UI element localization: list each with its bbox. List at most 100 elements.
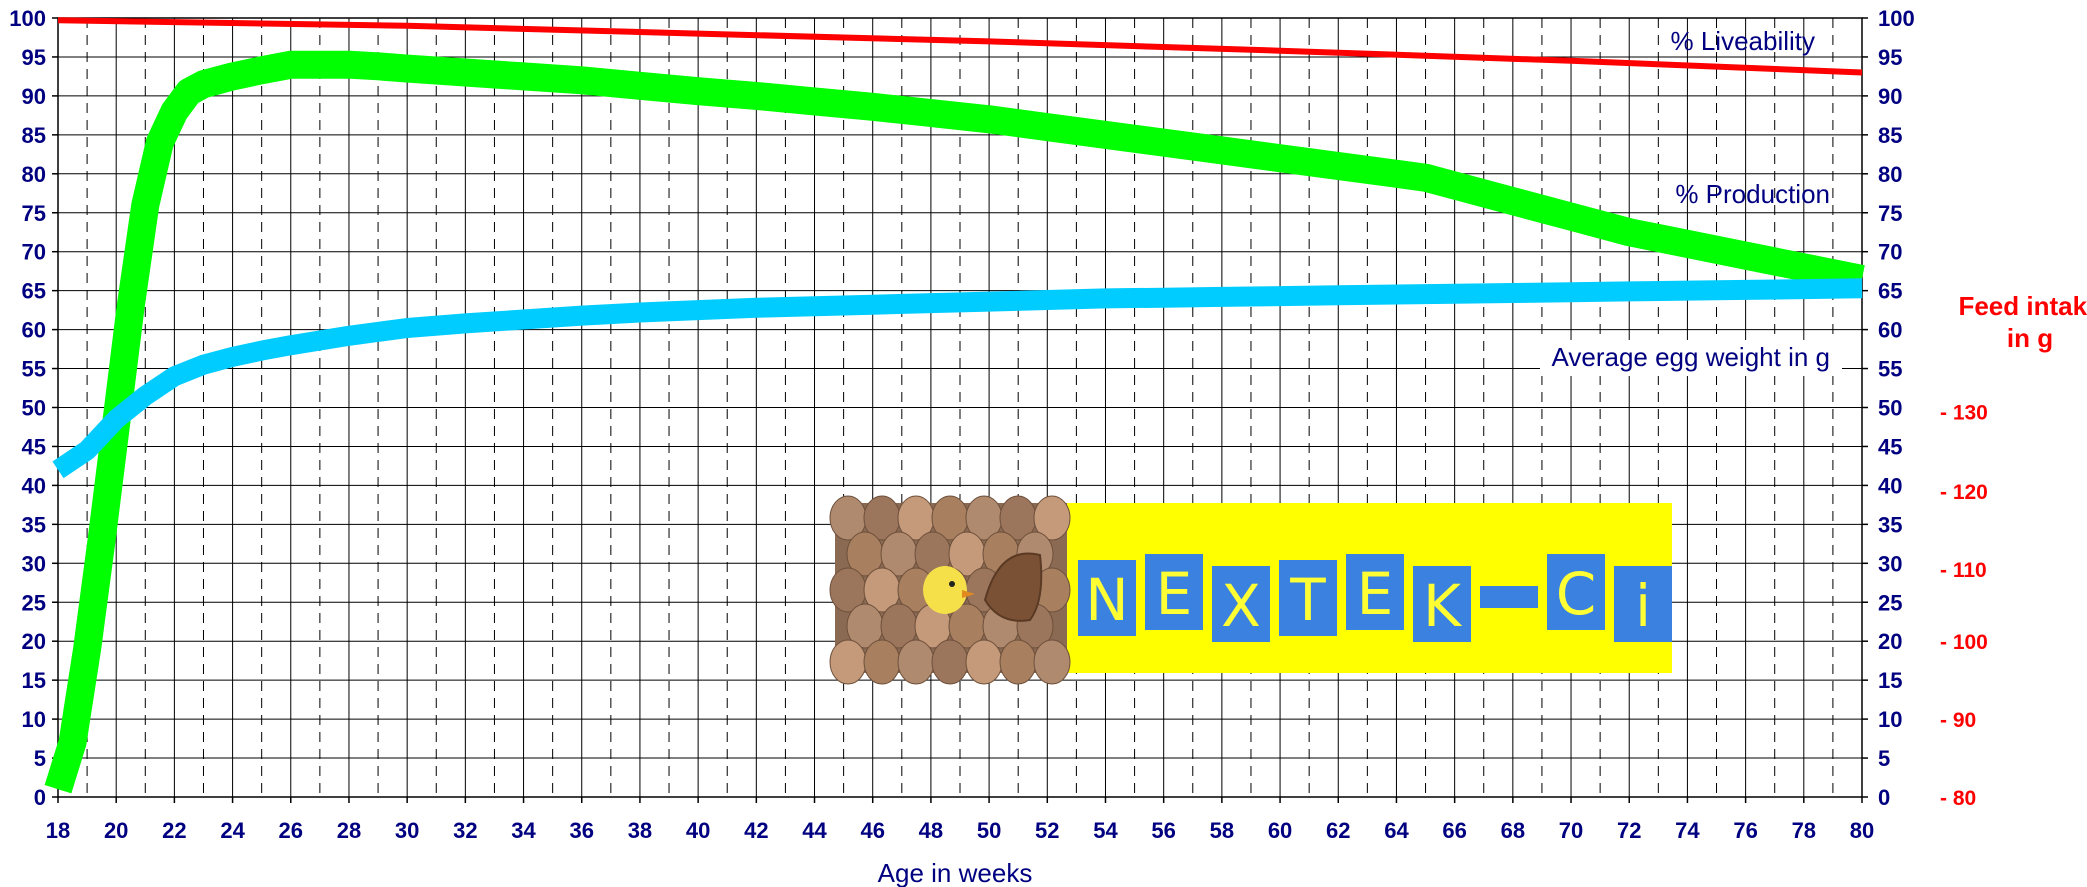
x-tick-label: 38 [628,818,652,843]
x-tick-label: 46 [860,818,884,843]
x-tick-label: 34 [511,818,536,843]
x-tick-label: 32 [453,818,477,843]
y-tick-label: 85 [22,123,46,148]
egg [1033,639,1071,685]
y2-tick-label: 35 [1878,512,1902,537]
egg [829,639,867,685]
x-tick-label: 22 [162,818,186,843]
y-tick-label: 0 [34,785,46,810]
liveability-label: % Liveability [1670,26,1815,56]
logo-letter: N [1085,566,1128,634]
y-tick-label: 20 [22,629,46,654]
egg [897,639,935,685]
feed-intake-title-line1: Feed intake [1958,291,2087,321]
logo-tile [1078,560,1136,636]
logo-tile [1547,554,1605,630]
logo-tile [1279,560,1337,636]
logo-letter: E [1357,560,1394,628]
x-tick-label: 30 [395,818,419,843]
y2-tick-label: 15 [1878,668,1902,693]
logo-tile [1212,566,1270,642]
y-tick-label: 100 [9,6,46,31]
y-axis-left: 0 5 10 15 20 25 30 35 40 45 50 55 60 65 70 75 80 85 90 95 10… [9,6,58,810]
egg [863,639,901,685]
y-tick-label: 60 [22,318,46,343]
feed-tick-label: - 90 [1940,709,1976,732]
logo-letter: E [1156,560,1193,628]
y-tick-label: 40 [22,473,46,498]
y2-tick-label: 100 [1878,6,1915,31]
y-tick-label: 10 [22,707,46,732]
y-axis-right: 0 5 10 15 20 25 30 35 40 45 50 55 60 65 70 75 80 85 90 95 10… [1862,6,1915,810]
y2-tick-label: 95 [1878,45,1902,70]
egg [965,639,1003,685]
x-tick-label: 78 [1792,818,1816,843]
series-lines [44,17,1865,794]
x-tick-label: 28 [337,818,361,843]
x-tick-label: 66 [1442,818,1466,843]
x-tick-label: 40 [686,818,710,843]
x-tick-label: 36 [569,818,593,843]
y2-tick-label: 75 [1878,201,1902,226]
x-tick-label: 60 [1268,818,1292,843]
feed-tick-label: - 110 [1940,559,1987,582]
x-tick-label: 52 [1035,818,1059,843]
x-tick-label: 48 [919,818,943,843]
x-tick-label: 70 [1559,818,1583,843]
y2-tick-label: 10 [1878,707,1902,732]
y2-tick-label: 5 [1878,746,1890,771]
x-tick-label: 44 [802,818,827,843]
x-tick-label: 68 [1501,818,1525,843]
feed-intake-axis: - 80 - 90 - 100 - 110 - 120 - 130 [1940,401,1988,810]
egg-weight-line [52,278,1863,479]
egg [999,639,1037,685]
y2-tick-label: 55 [1878,357,1902,382]
y-tick-label: 95 [22,45,46,70]
y-tick-label: 55 [22,357,46,382]
feed-tick-label: - 80 [1940,787,1976,810]
y-tick-label: 45 [22,434,46,459]
y2-tick-label: 30 [1878,551,1902,576]
production-line [44,50,1865,794]
logo-tile [1614,566,1672,642]
x-axis: 18 20 22 24 26 28 30 32 34 36 38 40 42 44 46 48 50 52 54 56… [46,797,1874,843]
logo-tile [1413,566,1471,642]
x-tick-label: 20 [104,818,128,843]
y2-tick-label: 60 [1878,318,1902,343]
x-tick-label: 24 [220,818,245,843]
eggs-pattern [829,495,1071,685]
logo-letter: X [1221,572,1261,640]
y-tick-label: 90 [22,84,46,109]
y2-tick-label: 85 [1878,123,1902,148]
x-tick-label: 58 [1210,818,1234,843]
y-tick-label: 15 [22,668,46,693]
x-tick-label: 42 [744,818,768,843]
logo-letter: i [1635,572,1651,640]
liveability-line [57,17,1863,76]
y2-tick-label: 90 [1878,84,1902,109]
y-tick-label: 70 [22,240,46,265]
x-tick-label: 56 [1151,818,1175,843]
x-tick-label: 18 [46,818,70,843]
production-label: % Production [1675,179,1830,209]
y-tick-label: 50 [22,396,46,421]
y2-tick-label: 50 [1878,396,1902,421]
y-tick-label: 25 [22,590,46,615]
y2-tick-label: 20 [1878,629,1902,654]
x-tick-label: 72 [1617,818,1641,843]
egg-weight-label-bg [1540,340,1842,376]
y-tick-label: 65 [22,279,46,304]
y2-tick-label: 80 [1878,162,1902,187]
y2-tick-label: 25 [1878,590,1902,615]
y-tick-label: 75 [22,201,46,226]
y2-tick-label: 65 [1878,279,1902,304]
x-tick-label: 26 [279,818,303,843]
logo-letter: K [1423,572,1463,640]
y2-tick-label: 45 [1878,434,1902,459]
chick-eye [949,581,955,587]
y-tick-label: 80 [22,162,46,187]
x-tick-label: 76 [1733,818,1757,843]
chick-beak [962,590,975,598]
